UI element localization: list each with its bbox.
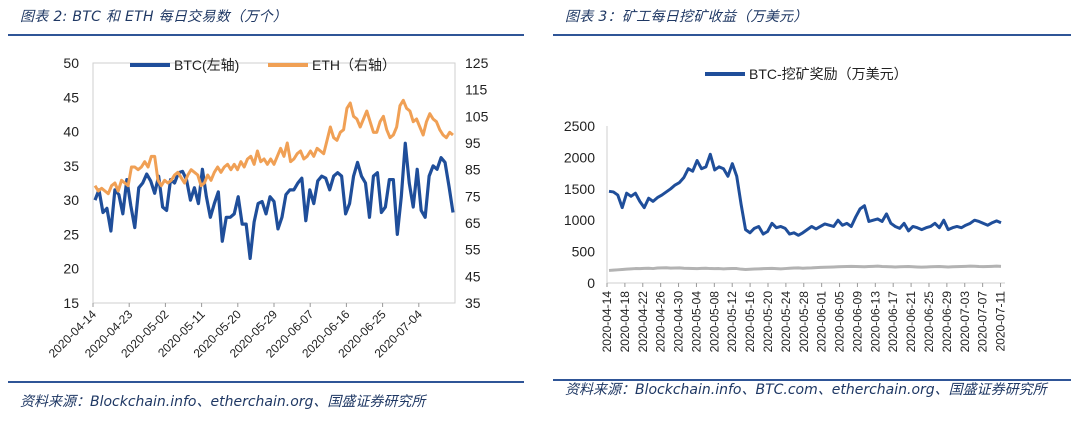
y-left-tick-label: 25 <box>63 226 79 242</box>
y-right-tick-label: 85 <box>465 162 481 178</box>
y-right-tick-label: 45 <box>465 268 481 284</box>
x-tick-label: 2020-07-07 <box>976 291 990 353</box>
grey-series-line <box>608 264 1002 272</box>
x-tick-label: 2020-05-12 <box>725 291 739 353</box>
y-left-tick-label: 15 <box>63 295 79 311</box>
y-tick-label: 500 <box>572 244 596 260</box>
x-tick-label: 2020-06-05 <box>833 291 847 353</box>
y-right-tick-label: 125 <box>465 55 489 71</box>
y-right-tick-label: 65 <box>465 215 481 231</box>
y-left-tick-label: 50 <box>63 55 79 71</box>
legend-label-btc: BTC(左轴) <box>174 57 239 73</box>
y-left-tick-label: 20 <box>63 261 79 277</box>
x-tick-label: 2020-06-29 <box>940 291 954 353</box>
x-tick-label: 2020-04-30 <box>672 291 686 353</box>
x-tick-label: 2020-05-24 <box>779 291 793 353</box>
plot-area <box>92 62 456 304</box>
y-right-tick-label: 105 <box>465 108 489 124</box>
y-left-tick-label: 30 <box>63 192 79 208</box>
x-tick-label: 2020-05-28 <box>797 291 811 353</box>
figure-title: 图表 3：矿工每日挖矿收益（万美元） <box>565 9 808 25</box>
source-rule <box>553 379 1071 381</box>
y-tick-label: 2500 <box>564 118 595 134</box>
x-tick-label: 2020-04-26 <box>654 291 668 353</box>
right-figure-panel: 图表 3：矿工每日挖矿收益（万美元） 0 500 1000 1500 2000 2500 2… <box>545 0 1080 422</box>
btc-mining-reward-line <box>608 152 1002 237</box>
y-tick-label: 1500 <box>564 181 595 197</box>
x-tick-label: 2020-04-22 <box>636 291 650 353</box>
legend-label-btc-reward: BTC-挖矿奖励（万美元） <box>749 66 908 82</box>
x-tick-label: 2020-05-20 <box>761 291 775 353</box>
y-right-tick-label: 55 <box>465 242 481 258</box>
left-figure-panel: 图表 2: BTC 和 ETH 每日交易数（万个） 15 20 25 30 35 40 45… <box>0 0 530 422</box>
btc-series-line <box>93 141 455 261</box>
y-left-tick-label: 40 <box>63 124 79 140</box>
x-tick-label: 2020-06-21 <box>904 291 918 353</box>
x-tick-label: 2020-06-13 <box>868 291 882 353</box>
y-tick-label: 2000 <box>564 149 595 165</box>
mining-reward-chart: 0 500 1000 1500 2000 2500 2020-04-14 2020-04-18… <box>564 66 1008 353</box>
y-right-tick-label: 95 <box>465 135 481 151</box>
y-left-tick-label: 35 <box>63 158 79 174</box>
x-tick-label: 2020-05-08 <box>707 291 721 353</box>
x-tick-label: 2020-06-09 <box>850 291 864 353</box>
x-tick-label: 2020-06-17 <box>886 291 900 353</box>
title-rule <box>8 34 524 36</box>
eth-series-line <box>93 98 454 196</box>
x-tick-label: 2020-04-14 <box>600 291 614 353</box>
x-tick-label: 2020-06-25 <box>922 291 936 353</box>
y-tick-label: 0 <box>587 275 595 291</box>
y-right-tick-label: 35 <box>465 295 481 311</box>
x-tick-label: 2020-07-11 <box>994 291 1008 352</box>
x-tick-label: 2020-05-16 <box>743 291 757 353</box>
btc-eth-chart: 1520253035404550354555657585951051151252… <box>46 55 489 361</box>
source-rule <box>8 381 524 383</box>
y-right-tick-label: 75 <box>465 188 481 204</box>
title-rule <box>553 34 1071 36</box>
y-left-tick-label: 45 <box>63 89 79 105</box>
x-tick-label: 2020-04-18 <box>618 291 632 353</box>
figure-title: 图表 2: BTC 和 ETH 每日交易数（万个） <box>20 9 288 25</box>
source-note: 资料来源：Blockchain.info、etherchain.org、国盛证券… <box>20 394 426 410</box>
y-right-tick-label: 115 <box>465 82 488 98</box>
y-tick-label: 1000 <box>564 212 595 228</box>
x-tick-label: 2020-05-04 <box>689 291 703 353</box>
x-tick-label: 2020-06-01 <box>815 291 829 353</box>
source-note: 资料来源：Blockchain.info、BTC.com、etherchain.… <box>565 382 1047 398</box>
x-tick-label: 2020-07-03 <box>958 291 972 353</box>
legend-label-eth: ETH（右轴） <box>312 57 396 73</box>
